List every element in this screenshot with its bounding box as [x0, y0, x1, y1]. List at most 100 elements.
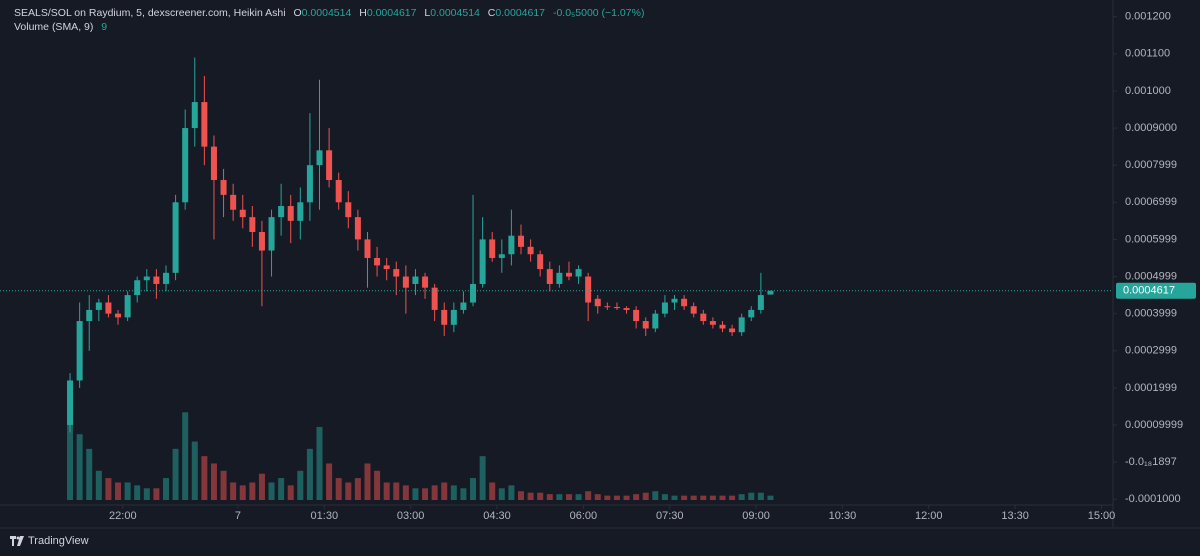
candle-body — [479, 239, 486, 284]
volume-bar — [297, 470, 304, 500]
volume-bar — [565, 494, 572, 500]
brand-name[interactable]: TradingView — [28, 535, 89, 547]
candle-body — [67, 380, 74, 425]
volume-bar — [690, 495, 697, 500]
candle-body — [422, 276, 429, 288]
volume-bar — [575, 494, 582, 500]
last-price-label: 0.0004617 — [1123, 285, 1175, 297]
candle-body — [633, 309, 640, 322]
candle-body — [153, 276, 160, 284]
ohlc-value: 0.0004617 — [366, 7, 417, 19]
y-tick-label: -0.0001000 — [1125, 493, 1181, 505]
volume-bar — [374, 470, 381, 500]
volume-bar — [748, 492, 755, 500]
y-tick-label: 0.0001999 — [1125, 382, 1177, 394]
candle-body — [297, 202, 304, 221]
volume-bar — [489, 482, 496, 500]
ohlc-key: L — [424, 7, 431, 19]
volume-title: Volume (SMA, 9) — [14, 21, 94, 33]
volume-bar — [681, 495, 688, 500]
volume-bar — [124, 482, 131, 500]
volume-bar — [537, 492, 544, 500]
volume-bar — [517, 491, 524, 500]
candle-body — [489, 239, 496, 258]
volume-bar — [470, 478, 477, 500]
x-tick-label: 7 — [235, 510, 241, 522]
x-tick-label: 04:30 — [483, 510, 511, 522]
candle-body — [95, 302, 102, 310]
volume-bar — [508, 485, 515, 500]
x-tick-label: 22:00 — [109, 510, 137, 522]
y-tick-label: 0.0002999 — [1125, 345, 1177, 357]
candle-body — [671, 298, 678, 303]
candle-body — [623, 308, 630, 310]
candle-body — [326, 150, 333, 181]
candle-body — [470, 283, 477, 303]
volume-bar — [383, 482, 390, 500]
volume-bar — [306, 448, 313, 500]
volume-bar — [450, 485, 457, 500]
x-tick-label: 07:30 — [656, 510, 684, 522]
candle-body — [738, 317, 745, 333]
volume-bar — [729, 495, 736, 500]
brand-logo[interactable] — [10, 536, 24, 546]
candle-body — [546, 269, 553, 284]
candle-body — [258, 231, 265, 251]
volume-bar — [719, 495, 726, 500]
volume-bar — [412, 488, 419, 500]
footer: TradingView — [10, 535, 89, 547]
x-tick-label: 01:30 — [311, 510, 339, 522]
y-tick-label: 0.0007999 — [1125, 159, 1177, 171]
candle-body — [729, 328, 736, 333]
volume-bar — [345, 482, 352, 500]
volume-bar — [182, 412, 189, 500]
volume-bar — [230, 482, 237, 500]
candle-body — [450, 309, 457, 325]
volume-bar — [220, 470, 227, 500]
volume-bar — [613, 495, 620, 500]
series-legend: SEALS/SOL on Raydium, 5, dexscreener.com… — [14, 6, 644, 20]
candles — [67, 57, 774, 433]
volume-bar — [191, 441, 198, 500]
candle-body — [565, 272, 572, 277]
volume-bar — [115, 482, 122, 500]
candle-body — [575, 269, 582, 277]
ohlc-value: 0.0004617 — [495, 7, 546, 19]
y-tick-label: 0.001200 — [1125, 11, 1171, 23]
volume-bar — [76, 434, 83, 500]
volume-bar — [278, 478, 285, 500]
candle-body — [191, 102, 198, 129]
candle-body — [719, 324, 726, 329]
volume-bar — [354, 478, 361, 500]
candle-body — [709, 321, 716, 325]
y-tick-label: 0.0006999 — [1125, 196, 1177, 208]
candle-body — [230, 194, 237, 210]
ohlc-key: O — [293, 7, 302, 19]
y-tick-label: 0.0005999 — [1125, 233, 1177, 245]
volume-bar — [441, 482, 448, 500]
volume-bar — [402, 485, 409, 500]
candle-body — [508, 235, 515, 255]
volume-bar — [201, 456, 208, 500]
candle-body — [604, 306, 611, 308]
candle-body — [220, 180, 227, 195]
ohlc-key: H — [359, 7, 367, 19]
volume-bar — [287, 485, 294, 500]
candle-body — [124, 295, 131, 318]
candle-body — [441, 309, 448, 325]
candle-body — [767, 290, 774, 295]
last-price-badge — [1116, 282, 1196, 299]
volume-bar — [172, 448, 179, 500]
volume-bar — [757, 492, 764, 500]
x-tick-label: 09:00 — [742, 510, 770, 522]
x-tick-label: 10:30 — [829, 510, 857, 522]
candle-body — [354, 217, 361, 240]
volume-bar — [364, 463, 371, 500]
candle-body — [364, 239, 371, 258]
volume-bar — [210, 463, 217, 500]
candle-body — [661, 302, 668, 314]
volume-bar — [556, 494, 563, 500]
volume-legend: Volume (SMA, 9) 9 — [14, 20, 644, 34]
volume-bar — [105, 478, 112, 500]
ohlc-value: 0.0004514 — [301, 7, 352, 19]
